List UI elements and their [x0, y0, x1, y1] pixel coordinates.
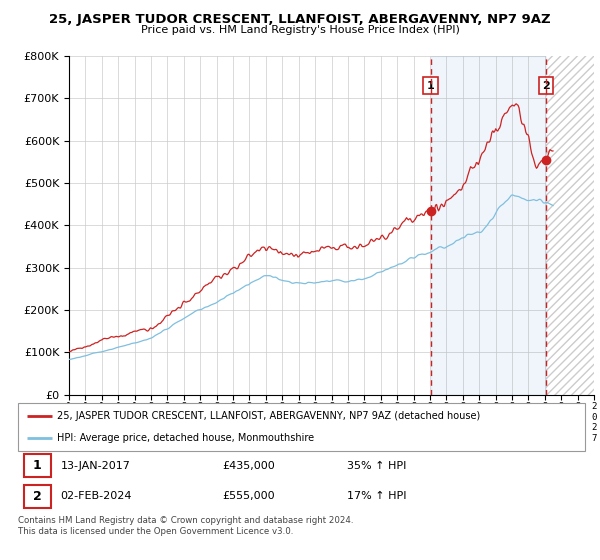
Text: 17% ↑ HPI: 17% ↑ HPI — [347, 491, 406, 501]
FancyBboxPatch shape — [23, 484, 51, 507]
FancyBboxPatch shape — [23, 454, 51, 477]
Text: 02-FEB-2024: 02-FEB-2024 — [61, 491, 132, 501]
Text: Contains HM Land Registry data © Crown copyright and database right 2024.
This d: Contains HM Land Registry data © Crown c… — [18, 516, 353, 536]
Text: £435,000: £435,000 — [222, 461, 275, 471]
Bar — [431, 56, 546, 395]
Text: £555,000: £555,000 — [222, 491, 275, 501]
Text: 2: 2 — [542, 81, 550, 91]
Text: 25, JASPER TUDOR CRESCENT, LLANFOIST, ABERGAVENNY, NP7 9AZ (detached house): 25, JASPER TUDOR CRESCENT, LLANFOIST, AB… — [56, 411, 480, 421]
Text: 2: 2 — [33, 489, 41, 502]
Text: 25, JASPER TUDOR CRESCENT, LLANFOIST, ABERGAVENNY, NP7 9AZ: 25, JASPER TUDOR CRESCENT, LLANFOIST, AB… — [49, 13, 551, 26]
Text: 1: 1 — [427, 81, 434, 91]
Text: 13-JAN-2017: 13-JAN-2017 — [61, 461, 130, 471]
Text: 35% ↑ HPI: 35% ↑ HPI — [347, 461, 406, 471]
FancyBboxPatch shape — [18, 403, 585, 451]
Text: Price paid vs. HM Land Registry's House Price Index (HPI): Price paid vs. HM Land Registry's House … — [140, 25, 460, 35]
Text: 1: 1 — [33, 459, 41, 472]
Text: HPI: Average price, detached house, Monmouthshire: HPI: Average price, detached house, Monm… — [56, 433, 314, 443]
